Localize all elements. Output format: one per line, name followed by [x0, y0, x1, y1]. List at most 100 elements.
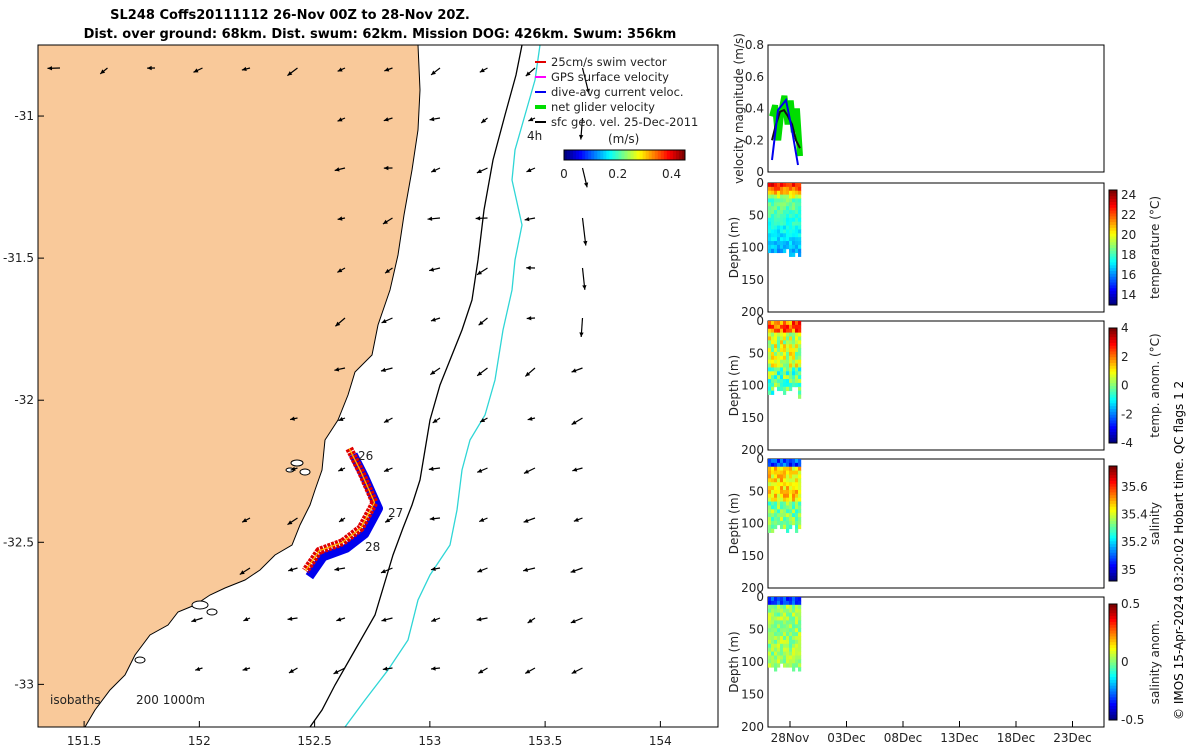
section-cell-1: [783, 198, 787, 203]
section-cell-2: [768, 340, 772, 345]
section-cell-2: [795, 379, 799, 384]
speed-colorbar-cell: [588, 150, 592, 160]
sfc-velocity-arrow: [523, 467, 536, 474]
section-cell-2: [798, 394, 802, 399]
section-cell-2: [792, 375, 796, 380]
section-cell-1: [795, 217, 799, 223]
section-cell-4: [771, 655, 775, 660]
section-cell-4: [777, 624, 781, 629]
section-colorbar-cell-3: [1109, 520, 1117, 524]
section-cell-3: [795, 517, 799, 522]
sfc-velocity-arrow-head: [476, 617, 482, 622]
section-cell-2: [777, 348, 781, 353]
section-cell-4: [780, 636, 784, 641]
section-colorbar-cell-4: [1109, 693, 1117, 698]
section-cell-1: [795, 241, 799, 246]
section-cell-2: [792, 351, 796, 357]
section-cell-4: [789, 647, 793, 652]
speed-colorbar-cell: [579, 150, 583, 160]
section-cell-1: [783, 241, 787, 246]
section-cell-4: [798, 620, 802, 625]
section-cell-4: [792, 655, 796, 660]
section-cell-4: [774, 663, 778, 668]
section-cell-1: [786, 190, 790, 196]
section-cell-4: [774, 597, 778, 602]
sfc-velocity-arrow-head: [383, 117, 389, 122]
sfc-velocity-arrow-head: [480, 418, 486, 423]
section-cell-4: [798, 667, 802, 672]
section-cell-1: [792, 244, 796, 250]
section-colorbar-label-1: temperature (°C): [1148, 196, 1162, 299]
section-cell-3: [789, 497, 793, 502]
sfc-velocity-arrow: [570, 617, 583, 624]
section-cell-1: [798, 217, 802, 223]
section-cell-3: [768, 505, 772, 510]
section-cell-4: [798, 655, 802, 660]
section-cell-2: [798, 363, 802, 368]
section-cell-1: [771, 244, 775, 250]
section-colorbar-tick-4: 0.5: [1121, 597, 1140, 611]
section-colorbar-cell-4: [1109, 630, 1117, 634]
sfc-velocity-arrow-head: [339, 517, 345, 522]
section-colorbar-cell-1: [1109, 284, 1117, 289]
section-cell-2: [786, 351, 790, 357]
section-colorbar-tick-3: 35.2: [1121, 535, 1148, 549]
sfc-velocity-arrow: [581, 67, 590, 94]
section-colorbar-tick-1: 18: [1121, 248, 1136, 262]
section-cell-3: [795, 528, 799, 533]
section-colorbar-cell-1: [1109, 256, 1117, 260]
section-cell-2: [789, 371, 793, 376]
section-colorbar-cell-4: [1109, 682, 1117, 686]
section-cell-2: [780, 379, 784, 384]
section-colorbar-cell-1: [1109, 293, 1117, 297]
section-cell-1: [774, 217, 778, 223]
section-cell-4: [774, 639, 778, 645]
section-cell-3: [798, 466, 802, 472]
section-cell-1: [792, 217, 796, 223]
sfc-velocity-arrow: [477, 567, 488, 573]
sfc-velocity-arrow-head: [432, 418, 438, 423]
section-colorbar-frame-4: [1108, 603, 1118, 721]
section-cell-2: [795, 321, 799, 326]
speed-colorbar-cell: [570, 150, 574, 160]
sfc-velocity-arrow: [475, 216, 488, 221]
section-colorbar-cell-2: [1109, 379, 1117, 384]
day-label-27: 27: [388, 506, 403, 520]
section-colorbar-cell-3: [1109, 514, 1117, 519]
section-cell-2: [777, 336, 781, 341]
section-cell-1: [798, 186, 802, 192]
section-cell-1: [771, 225, 775, 230]
section-cell-3: [798, 482, 802, 487]
section-cell-3: [798, 509, 802, 514]
section-cell-1: [783, 225, 787, 230]
sfc-velocity-arrow-head: [430, 317, 436, 322]
section-cell-1: [792, 210, 796, 215]
section-cell-4: [789, 636, 793, 641]
section-colorbar-cell-4: [1109, 711, 1117, 715]
section-cell-3: [771, 517, 775, 522]
section-cell-4: [798, 643, 802, 649]
section-cell-2: [780, 382, 784, 388]
section-cell-2: [768, 355, 772, 361]
section-cell-2: [780, 328, 784, 334]
section-cell-2: [774, 367, 778, 372]
section-cell-3: [798, 459, 802, 464]
map-ytick-label: -31.5: [3, 251, 34, 265]
sfc-velocity-arrow-head: [380, 569, 386, 574]
section-colorbar-cell-3: [1109, 575, 1117, 579]
sfc-velocity-arrow-head: [383, 467, 389, 472]
credit-line: © IMOS 15-Apr-2024 03:20:02 Hobart time.…: [1172, 380, 1186, 720]
section-colorbar-cell-1: [1109, 215, 1117, 220]
section-cell-2: [774, 382, 778, 388]
section-cell-3: [786, 513, 790, 518]
section-cell-3: [774, 509, 778, 514]
section-cell-4: [795, 651, 799, 656]
section-cell-4: [777, 663, 781, 668]
sfc-velocity-arrow: [579, 317, 584, 338]
section-cell-1: [786, 213, 790, 219]
map-layer: [38, 45, 590, 727]
section-cell-1: [798, 229, 802, 234]
section-cell-4: [795, 647, 799, 652]
section-cell-3: [768, 478, 772, 483]
sfc-velocity-arrow-head: [526, 167, 532, 172]
